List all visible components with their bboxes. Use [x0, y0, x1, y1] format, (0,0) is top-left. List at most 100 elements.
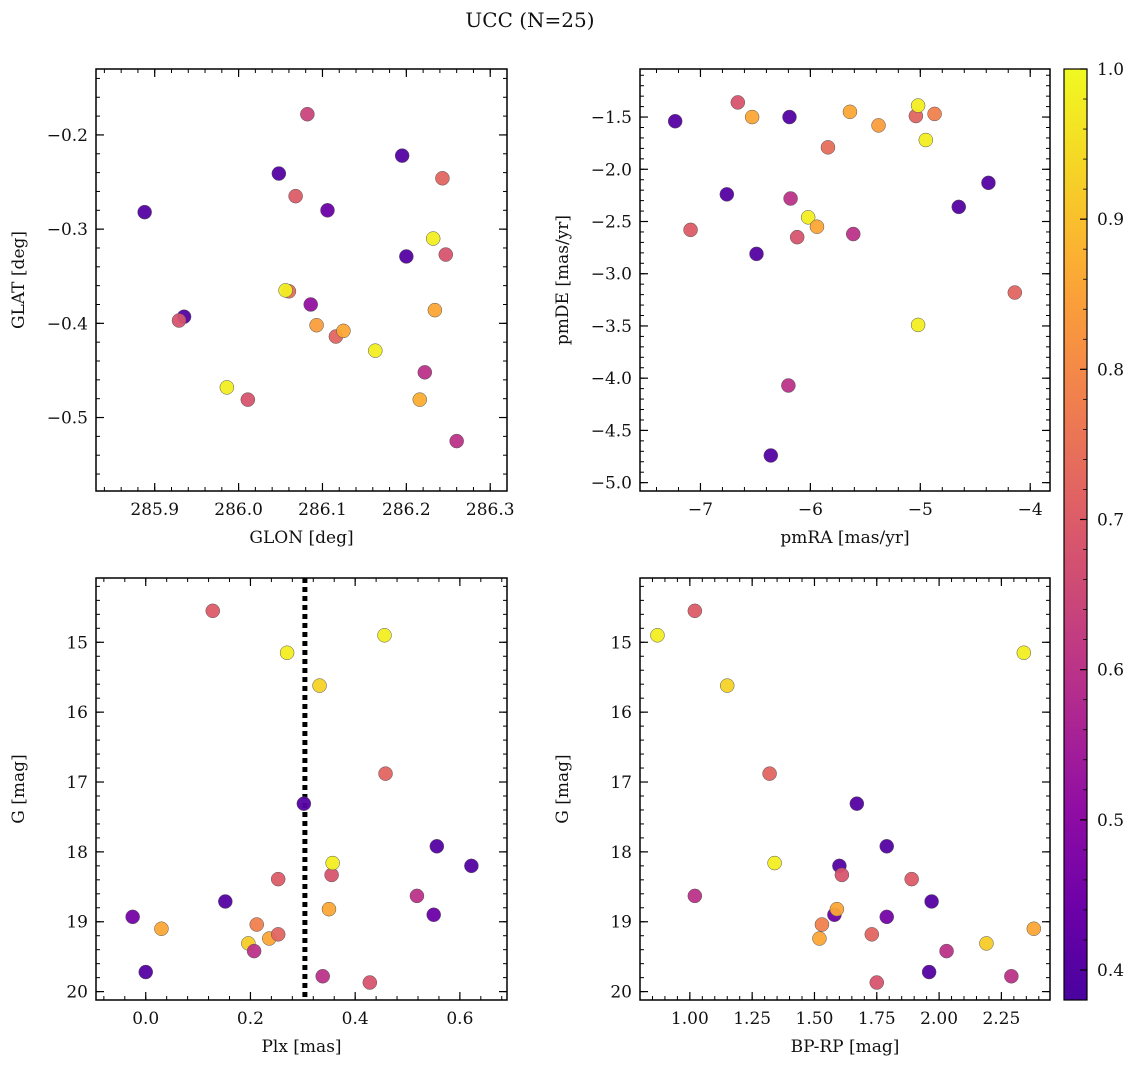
x-tick-label: 0.4: [342, 1009, 369, 1029]
data-point: [1007, 285, 1023, 300]
data-point: [820, 140, 836, 155]
data-point: [125, 909, 140, 925]
y-tick-label: 18: [610, 843, 632, 863]
y-tick-label: −5.0: [591, 474, 632, 494]
y-tick-label: −0.3: [47, 220, 88, 240]
y-tick-label: −3.0: [591, 265, 632, 285]
figure-title: UCC (N=25): [465, 8, 595, 32]
data-point: [924, 894, 939, 909]
data-point: [767, 855, 782, 871]
data-point: [783, 191, 798, 206]
data-point: [300, 106, 315, 122]
x-tick-label: 1.50: [796, 1009, 834, 1029]
data-point: [719, 678, 735, 693]
data-point: [763, 448, 779, 463]
data-point: [368, 343, 383, 358]
data-point: [864, 927, 880, 942]
data-point: [362, 975, 378, 990]
colorbar-tick-label: 0.7: [1097, 510, 1124, 530]
data-point: [427, 302, 443, 318]
data-point: [1004, 968, 1019, 984]
y-tick-label: 18: [66, 843, 88, 863]
data-point: [154, 921, 169, 936]
colorbar-tick-label: 0.9: [1097, 210, 1124, 230]
data-point: [399, 249, 414, 264]
data-point: [910, 317, 926, 333]
data-point: [879, 839, 894, 854]
axes-frame: [95, 68, 508, 492]
data-point: [336, 323, 351, 339]
y-tick-label: 19: [66, 913, 88, 933]
data-point: [951, 199, 967, 215]
y-tick-label: −0.4: [47, 314, 88, 334]
data-point: [138, 964, 153, 980]
colorbar-bar: [1063, 68, 1088, 1001]
data-point: [849, 796, 865, 811]
data-layer: [650, 603, 1042, 990]
data-point: [394, 148, 410, 163]
data-layer: [125, 578, 479, 1000]
data-point: [409, 888, 425, 904]
data-point: [296, 796, 312, 811]
data-point: [939, 943, 954, 959]
data-point: [426, 907, 441, 923]
x-tick-label: 286.1: [298, 500, 347, 520]
colorbar-tick-label: 1.0: [1097, 60, 1124, 80]
y-tick-label: −4.0: [591, 369, 632, 389]
data-point: [871, 118, 886, 133]
y-tick-label: −3.5: [591, 317, 632, 337]
y-axis-label: pmDE [mas/yr]: [553, 215, 573, 345]
x-axis-label: BP-RP [mag]: [791, 1037, 900, 1057]
data-point: [812, 931, 827, 946]
data-point: [749, 246, 764, 262]
data-point: [288, 188, 303, 204]
axes-frame: [639, 68, 1051, 492]
y-tick-label: 17: [66, 773, 88, 793]
y-axis-label: GLAT [deg]: [9, 231, 29, 329]
data-point: [240, 392, 256, 407]
data-point: [918, 132, 934, 148]
x-axis-label: pmRA [mas/yr]: [780, 528, 909, 548]
data-point: [171, 313, 187, 328]
data-point: [981, 175, 996, 191]
x-tick-label: 0.2: [237, 1009, 264, 1029]
y-tick-label: −2.0: [591, 160, 632, 180]
data-point: [904, 871, 919, 887]
data-point: [303, 297, 318, 312]
data-point: [325, 855, 340, 871]
data-point: [800, 210, 816, 225]
colorbar-tick-label: 0.5: [1097, 811, 1124, 831]
data-point: [278, 283, 293, 298]
data-point: [1016, 645, 1032, 661]
data-layer: [667, 95, 1023, 463]
y-tick-label: −4.5: [591, 421, 632, 441]
data-point: [137, 204, 152, 220]
data-point: [449, 433, 464, 449]
y-tick-label: 20: [610, 983, 632, 1003]
y-axis-label: G [mag]: [553, 754, 573, 823]
data-point: [781, 378, 796, 393]
data-point: [246, 943, 262, 959]
x-tick-label: 0.0: [132, 1009, 159, 1029]
data-point: [719, 187, 735, 202]
y-tick-label: 16: [610, 703, 632, 723]
data-point: [321, 901, 337, 917]
data-point: [271, 166, 287, 181]
data-point: [429, 839, 445, 854]
panel-2: [639, 68, 1051, 492]
data-point: [687, 603, 703, 619]
data-point: [219, 380, 235, 395]
data-point: [378, 766, 393, 781]
data-point: [927, 106, 942, 122]
x-tick-label: −5: [908, 500, 933, 520]
x-tick-label: 285.9: [130, 500, 179, 520]
y-tick-label: −1.5: [591, 108, 632, 128]
x-tick-label: 1.00: [671, 1009, 709, 1029]
y-tick-label: −2.5: [591, 213, 632, 233]
data-point: [249, 917, 264, 932]
axes-frame: [639, 577, 1051, 1001]
data-point: [667, 113, 683, 129]
colorbar-tick-label: 0.6: [1097, 661, 1124, 681]
data-point: [312, 678, 327, 693]
